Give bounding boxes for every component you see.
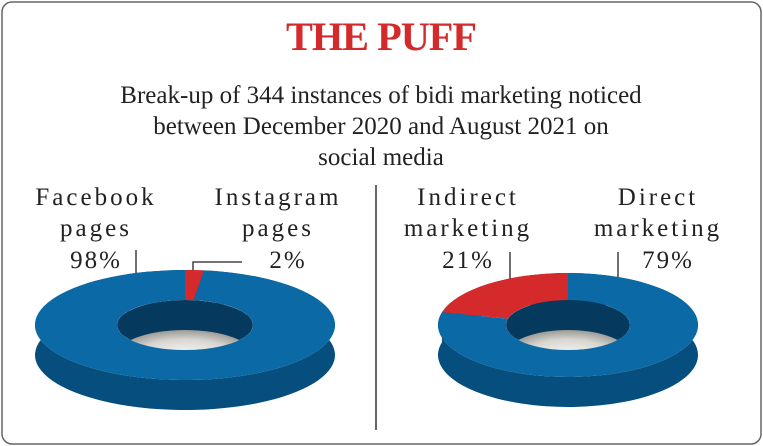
hole bbox=[117, 300, 253, 350]
label-line: Instagram bbox=[215, 184, 342, 211]
value-label: 98% bbox=[70, 247, 122, 274]
label-line: marketing bbox=[594, 215, 722, 242]
title-line: between December 2020 and August 2021 on bbox=[153, 113, 609, 140]
slice bbox=[34, 270, 335, 381]
label-line: pages bbox=[60, 215, 132, 242]
label-line: pages bbox=[242, 215, 314, 242]
title-line: social media bbox=[318, 144, 444, 171]
label-line: Indirect bbox=[417, 184, 519, 211]
hole-floor bbox=[506, 330, 630, 350]
slice-tops bbox=[34, 270, 335, 381]
value-label: 21% bbox=[442, 247, 494, 274]
category-label: Instagram pages bbox=[215, 184, 342, 242]
slice bbox=[438, 273, 698, 377]
slice bbox=[185, 270, 204, 301]
slice-tops bbox=[438, 273, 698, 377]
charts: Facebook pages 98% Instagram pages 2% Indirect… bbox=[34, 184, 722, 411]
category-label: Facebook pages bbox=[35, 184, 156, 242]
label-line: Facebook bbox=[35, 184, 156, 211]
label-line: marketing bbox=[404, 215, 532, 242]
title: Break-up of 344 instances of bidi market… bbox=[120, 82, 642, 171]
hole-floor bbox=[117, 330, 253, 350]
hole bbox=[506, 300, 630, 350]
category-label: Direct marketing bbox=[594, 184, 722, 242]
value-label: 79% bbox=[642, 247, 694, 274]
category-label: Indirect marketing bbox=[404, 184, 532, 242]
value-label: 2% bbox=[269, 247, 306, 274]
slice bbox=[442, 273, 568, 319]
brand: THE PUFF bbox=[286, 14, 476, 59]
label-line: Direct bbox=[618, 184, 698, 211]
title-line: Break-up of 344 instances of bidi market… bbox=[120, 82, 642, 109]
